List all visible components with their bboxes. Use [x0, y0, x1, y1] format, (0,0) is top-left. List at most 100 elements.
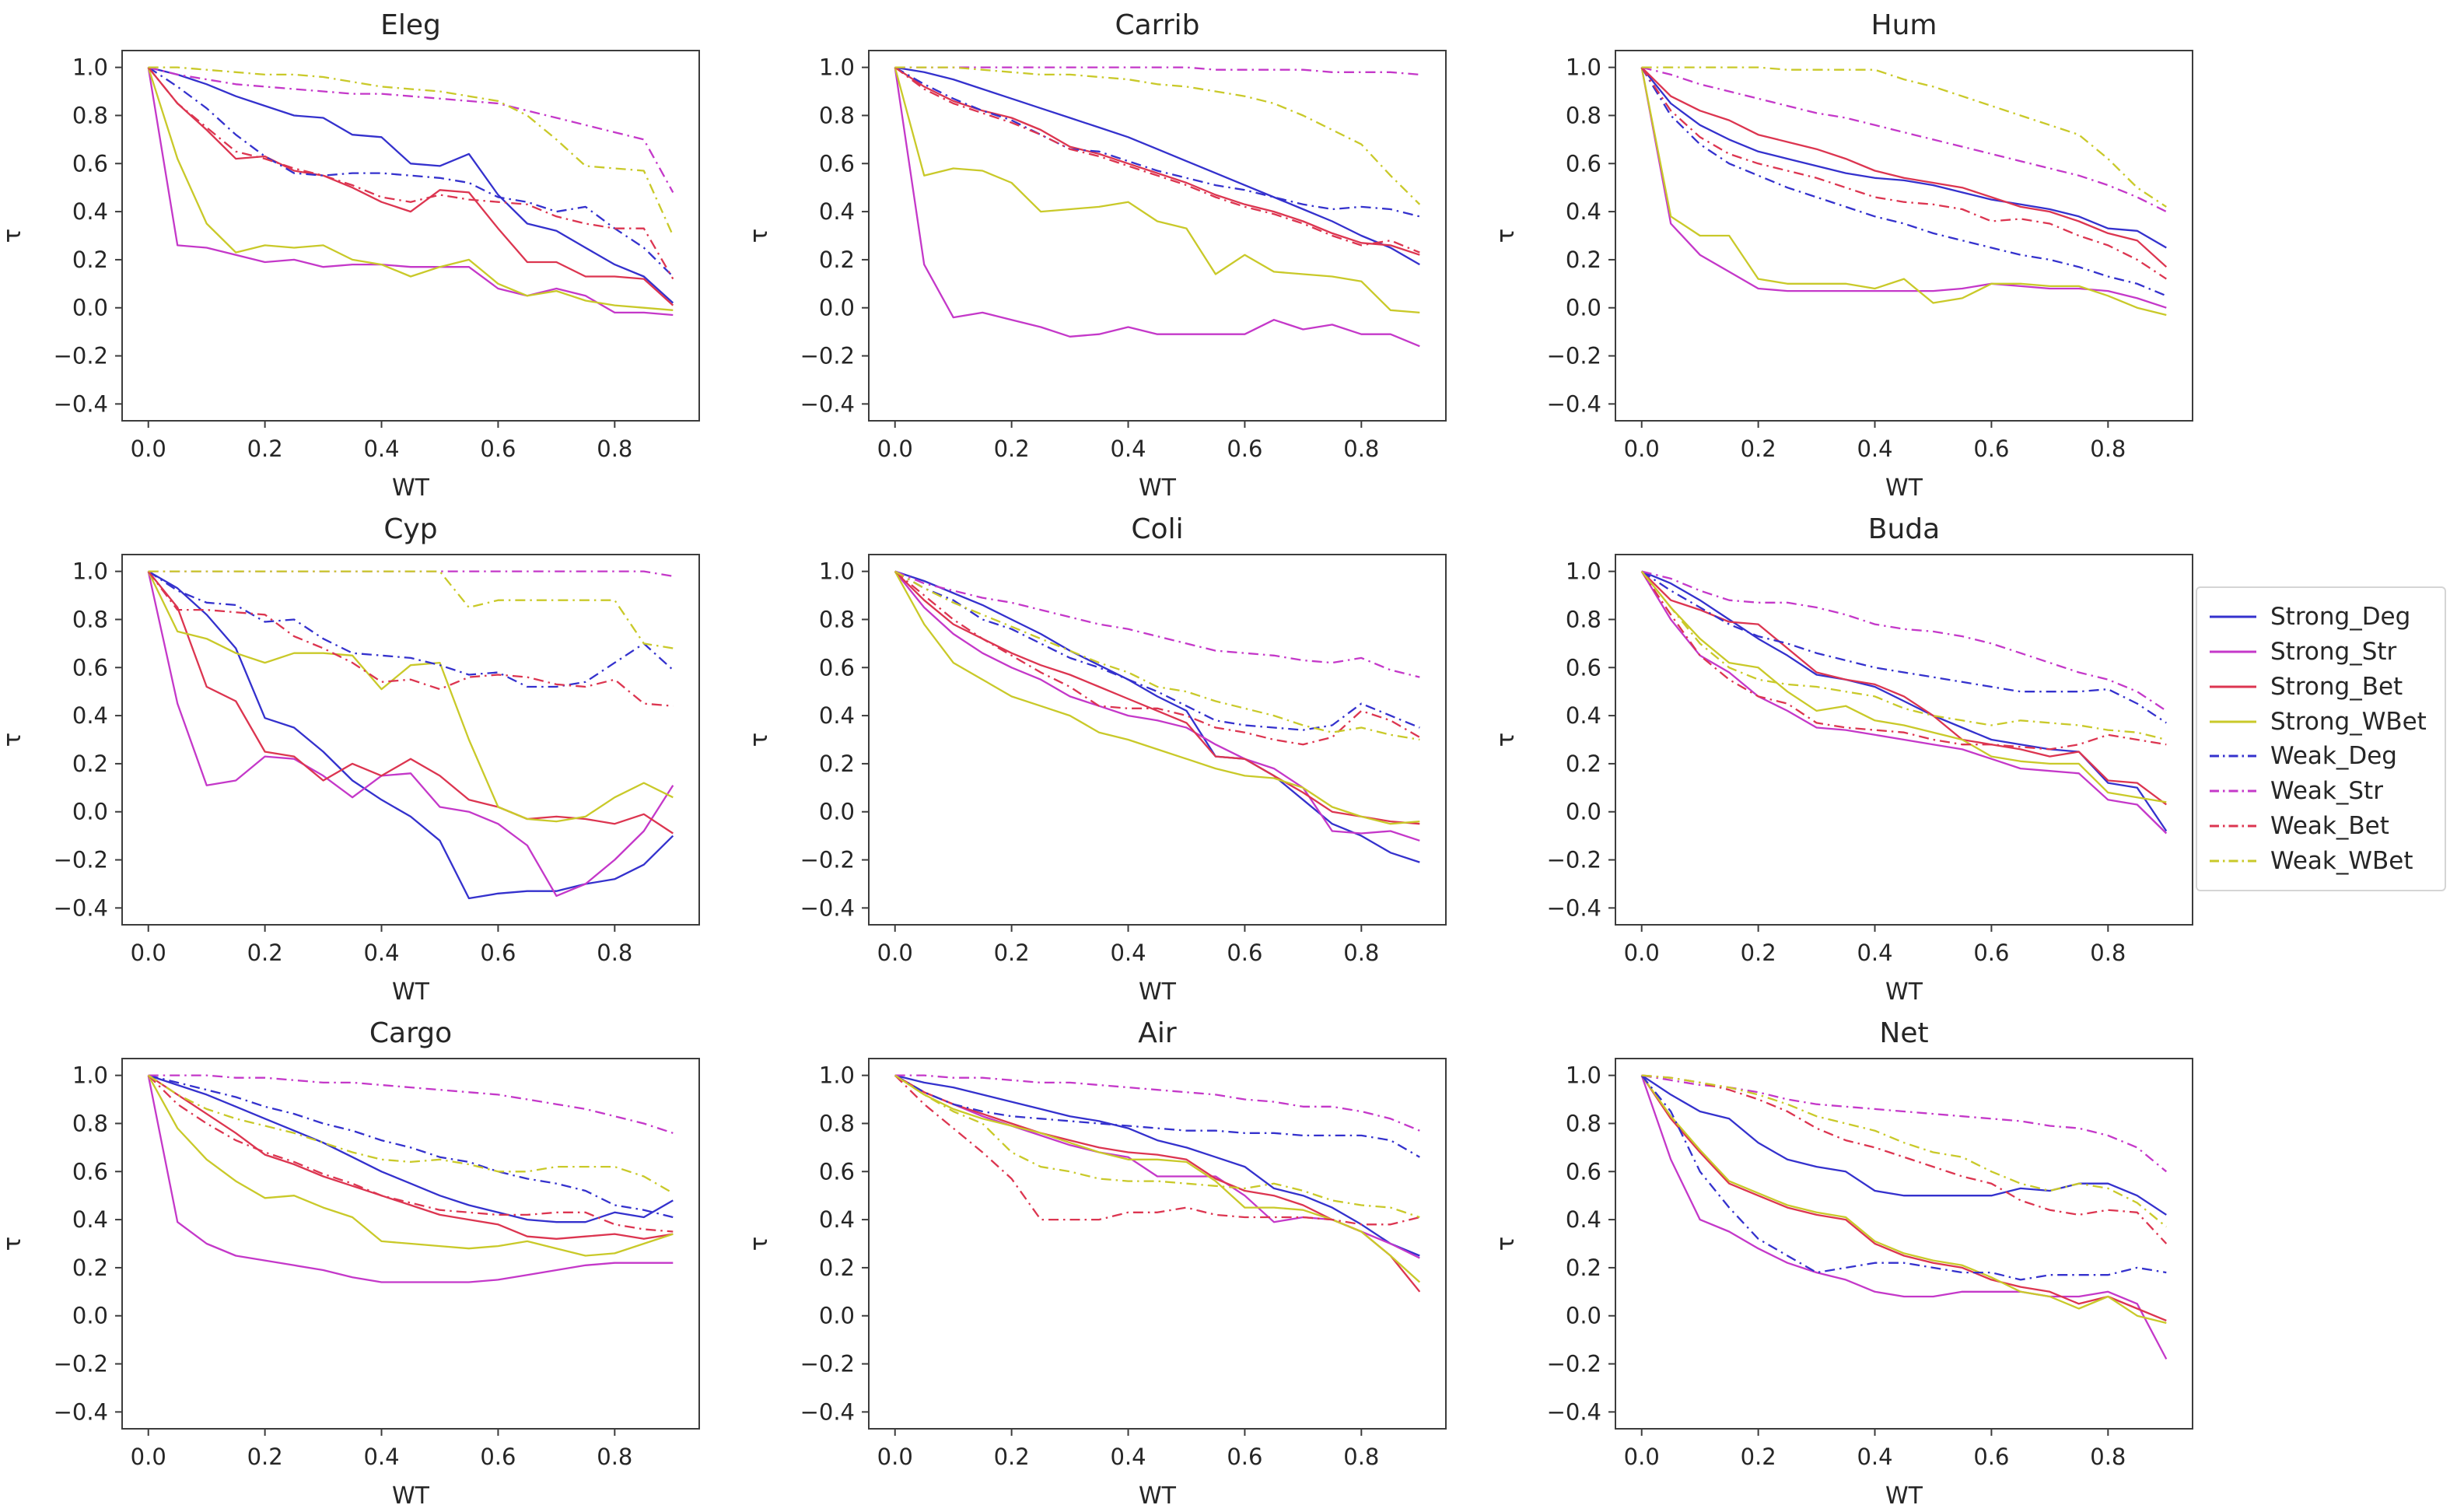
- series-line-weak_wbet: [1641, 66, 2167, 208]
- series-line-strong_deg: [1641, 1074, 2167, 1216]
- series-line-strong_str: [1640, 571, 2168, 835]
- x-tick-label: 0.6: [480, 940, 516, 966]
- x-tick-label: 0.0: [1624, 1444, 1660, 1470]
- y-tick-label: 0.0: [819, 799, 855, 825]
- legend-item-weak_str: Weak_Str: [2208, 775, 2434, 807]
- x-axis-label: WT: [392, 978, 430, 1006]
- series-line-strong_wbet: [147, 67, 674, 311]
- y-tick-label: −0.4: [800, 390, 855, 417]
- legend-item-weak_bet: Weak_Bet: [2208, 810, 2434, 842]
- y-tick-label: −0.4: [1547, 1398, 1601, 1425]
- y-tick-label: −0.4: [1547, 390, 1601, 417]
- legend-line-sample-strong_wbet: [2210, 720, 2256, 723]
- series-line-weak_bet: [1640, 66, 2167, 280]
- series-line-strong_deg: [894, 1074, 1420, 1257]
- chart-cargo: Cargo 1.0 0.8 0.6 0.4 0.2 0.0 −0.2 −0.4 0.0 0.2 0.4…: [0, 1017, 700, 1510]
- series-line-weak_deg: [1640, 67, 2167, 297]
- y-tick-label: 1.0: [1566, 558, 1601, 585]
- y-tick-label: 0.2: [1566, 751, 1601, 777]
- y-axis-label: τ: [1493, 733, 1520, 747]
- series-line-weak_deg: [148, 570, 674, 688]
- x-tick-label: 0.8: [1343, 436, 1379, 462]
- series-line-strong_str: [1640, 1075, 2168, 1360]
- series-line-strong_bet: [147, 570, 674, 835]
- series-line-strong_bet: [147, 66, 674, 306]
- series-line-weak_str: [1641, 570, 2167, 712]
- y-tick-label: 0.2: [72, 247, 108, 273]
- series-line-weak_bet: [894, 1074, 1420, 1226]
- y-tick-label: 0.8: [1566, 606, 1601, 632]
- chart-hum: Hum 1.0 0.8 0.6 0.4 0.2 0.0 −0.2 −0.4 0.0 0.2 0.4 0.…: [1493, 9, 2193, 502]
- series-line-weak_bet: [1640, 570, 2167, 751]
- y-tick-label: 1.0: [819, 558, 855, 585]
- y-tick-label: 0.6: [1566, 1158, 1601, 1185]
- y-tick-label: −0.4: [800, 1398, 855, 1425]
- legend-item-strong_wbet: Strong_WBet: [2208, 705, 2434, 738]
- axes-frame: [121, 554, 700, 926]
- y-tick-label: −0.4: [54, 390, 108, 417]
- x-tick-label: 0.8: [597, 940, 632, 966]
- y-tick-label: −0.2: [800, 343, 855, 369]
- x-tick-label: 0.4: [1110, 1444, 1146, 1470]
- x-tick-label: 0.2: [247, 436, 283, 462]
- x-tick-label: 0.6: [1973, 940, 2009, 966]
- series-line-strong_wbet: [1640, 67, 2167, 317]
- series-line-weak_wbet: [894, 66, 1421, 205]
- series-line-weak_bet: [147, 66, 674, 280]
- chart-title: Eleg: [380, 9, 441, 41]
- x-tick-label: 0.0: [131, 436, 166, 462]
- legend: Strong_Deg Strong_Str Strong_Bet Strong_WBe…: [2196, 586, 2446, 891]
- y-tick-label: 0.6: [1566, 654, 1601, 681]
- y-tick-label: 0.2: [819, 751, 855, 777]
- legend-label: Weak_Bet: [2270, 812, 2389, 841]
- x-tick-label: 0.2: [247, 940, 283, 966]
- legend-line-sample-strong_bet: [2210, 685, 2256, 688]
- chart-cell-hum: Hum 1.0 0.8 0.6 0.4 0.2 0.0 −0.2 −0.4 0.0 0.2 0.4 0.…: [1493, 0, 2240, 504]
- series-line-weak_deg: [1640, 1074, 2167, 1281]
- charts-grid: Eleg 1.0 0.8 0.6 0.4 0.2 0.0 −0.2 −0.4 0.0 0.2 0.4 0…: [0, 0, 2240, 1510]
- x-tick-label: 0.8: [2090, 1444, 2126, 1470]
- chart-cell-carrib: Carrib 1.0 0.8 0.6 0.4 0.2 0.0 −0.2 −0.4 0.0 0.2 0.…: [747, 0, 1493, 504]
- y-axis-label: τ: [1493, 229, 1520, 243]
- x-tick-label: 0.8: [2090, 940, 2126, 966]
- y-tick-label: 0.0: [1566, 799, 1601, 825]
- series-line-weak_bet: [147, 570, 674, 707]
- series-line-strong_deg: [1641, 570, 2168, 832]
- series-line-strong_wbet: [894, 67, 1420, 314]
- x-tick-label: 0.0: [877, 940, 913, 966]
- legend-item-weak_wbet: Weak_WBet: [2208, 845, 2434, 877]
- series-line-strong_str: [1640, 67, 2167, 309]
- y-tick-label: 0.2: [819, 247, 855, 273]
- x-axis-label: WT: [1885, 1482, 1923, 1510]
- series-line-strong_wbet: [147, 1075, 674, 1257]
- axes-frame: [121, 1058, 700, 1430]
- y-tick-label: 0.6: [72, 150, 108, 177]
- y-tick-label: 0.0: [1566, 295, 1601, 321]
- chart-title: Carrib: [1115, 9, 1199, 41]
- series-line-weak_deg: [894, 1074, 1420, 1158]
- y-tick-label: −0.2: [54, 847, 108, 873]
- x-tick-label: 0.0: [877, 436, 913, 462]
- y-tick-label: 0.8: [1566, 102, 1601, 128]
- y-tick-label: 0.0: [1566, 1303, 1601, 1329]
- series-line-strong_deg: [148, 570, 674, 900]
- x-tick-label: 0.4: [363, 436, 399, 462]
- x-axis-label: WT: [392, 474, 430, 502]
- axes-frame: [868, 50, 1447, 422]
- chart-title: Cargo: [369, 1017, 452, 1049]
- chart-cell-eleg: Eleg 1.0 0.8 0.6 0.4 0.2 0.0 −0.2 −0.4 0.0 0.2 0.4 0…: [0, 0, 747, 504]
- chart-title: Buda: [1868, 513, 1940, 545]
- x-tick-label: 0.8: [1343, 1444, 1379, 1470]
- legend-line-sample-weak_bet: [2210, 824, 2256, 828]
- x-tick-label: 0.4: [363, 1444, 399, 1470]
- x-tick-label: 0.8: [597, 436, 632, 462]
- series-line-strong_bet: [1640, 1074, 2167, 1321]
- y-tick-label: 0.2: [1566, 1255, 1601, 1281]
- y-tick-label: 0.8: [819, 102, 855, 128]
- legend-line-sample-weak_str: [2210, 789, 2256, 793]
- x-tick-label: 0.4: [1110, 940, 1146, 966]
- chart-eleg: Eleg 1.0 0.8 0.6 0.4 0.2 0.0 −0.2 −0.4 0.0 0.2 0.4 0…: [0, 9, 700, 502]
- y-tick-label: 0.2: [72, 751, 108, 777]
- axes-frame: [1615, 554, 2193, 926]
